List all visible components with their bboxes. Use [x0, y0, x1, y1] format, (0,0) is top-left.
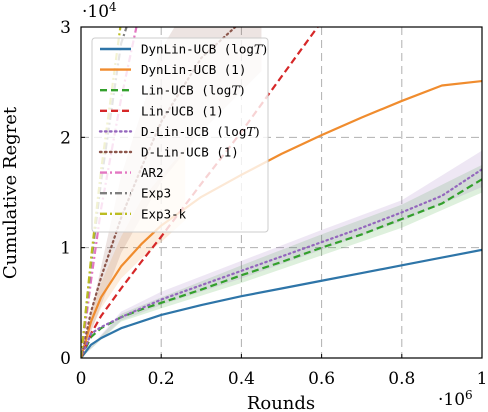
- confidence-band: [81, 150, 482, 358]
- axis-ticks: 0 0.2 0.4 0.6 0.8 1 0 1 2 3: [60, 18, 487, 389]
- legend-box: [91, 37, 269, 233]
- legend: DynLin-UCB (logT) DynLin-UCB (1) Lin-UCB (…: [91, 37, 269, 233]
- series-line: [81, 248, 482, 358]
- x-tick-label: 0.4: [228, 369, 255, 389]
- x-tick-label: 0.6: [308, 369, 335, 389]
- x-tick-label: 0.2: [148, 369, 175, 389]
- legend-label: D-Lin-UCB (1): [141, 145, 239, 160]
- series-line: [81, 27, 122, 358]
- confidence-band: [81, 164, 482, 358]
- legend-label: Exp3: [141, 186, 171, 201]
- y-tick-label: 1: [60, 239, 71, 259]
- legend-label: Lin-UCB (logT): [141, 83, 245, 98]
- y-tick-label: 3: [60, 18, 71, 38]
- legend-label: DynLin-UCB (logT): [141, 42, 267, 57]
- x-axis-multiplier: ·106: [438, 388, 473, 410]
- y-axis-label: Cumulative Regret: [0, 106, 21, 279]
- x-tick-label: 0.8: [388, 369, 415, 389]
- x-tick-label: 1: [477, 369, 488, 389]
- y-tick-label: 2: [60, 128, 71, 148]
- series-line: [81, 178, 482, 358]
- legend-label: D-Lin-UCB (logT): [141, 124, 260, 139]
- y-axis-multiplier: ·104: [82, 0, 117, 22]
- legend-label: Exp3-k: [141, 206, 187, 221]
- series-line: [81, 168, 482, 358]
- legend-label: DynLin-UCB (1): [141, 62, 246, 77]
- y-tick-label: 0: [60, 349, 71, 369]
- x-axis-label: Rounds: [247, 393, 315, 412]
- x-tick-label: 0: [76, 369, 87, 389]
- legend-label: Lin-UCB (1): [141, 103, 224, 118]
- legend-label: AR2: [141, 165, 164, 180]
- plot-frame: [80, 26, 483, 359]
